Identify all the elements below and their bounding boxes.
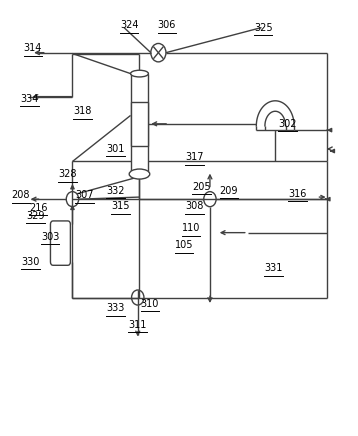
Ellipse shape <box>129 169 150 179</box>
Text: 208: 208 <box>12 190 30 200</box>
Text: 314: 314 <box>24 44 42 54</box>
Bar <box>131 74 149 174</box>
Text: 205: 205 <box>192 182 211 191</box>
FancyBboxPatch shape <box>50 221 71 265</box>
Text: 301: 301 <box>106 144 125 154</box>
Text: 310: 310 <box>141 299 159 309</box>
Text: 303: 303 <box>41 232 59 242</box>
Ellipse shape <box>131 70 149 77</box>
Text: 325: 325 <box>254 23 272 33</box>
Text: 110: 110 <box>182 224 200 233</box>
Text: 311: 311 <box>129 320 147 330</box>
Text: 333: 333 <box>106 303 125 313</box>
Text: 316: 316 <box>289 189 307 199</box>
Text: 105: 105 <box>175 240 193 250</box>
Text: 308: 308 <box>185 201 204 211</box>
Text: 317: 317 <box>185 152 204 162</box>
Text: 307: 307 <box>75 190 94 200</box>
Text: 302: 302 <box>278 119 296 129</box>
Text: 216: 216 <box>29 203 47 212</box>
Bar <box>131 102 149 146</box>
Text: 209: 209 <box>219 186 238 196</box>
Text: 331: 331 <box>264 263 283 273</box>
Text: 329: 329 <box>26 211 45 221</box>
Text: 315: 315 <box>111 201 130 211</box>
Text: 332: 332 <box>106 186 125 196</box>
Text: 306: 306 <box>158 20 176 31</box>
Text: 334: 334 <box>20 94 39 104</box>
Text: 330: 330 <box>21 257 40 267</box>
Text: 328: 328 <box>58 169 77 179</box>
Text: 318: 318 <box>74 106 92 116</box>
Text: 324: 324 <box>120 20 139 31</box>
